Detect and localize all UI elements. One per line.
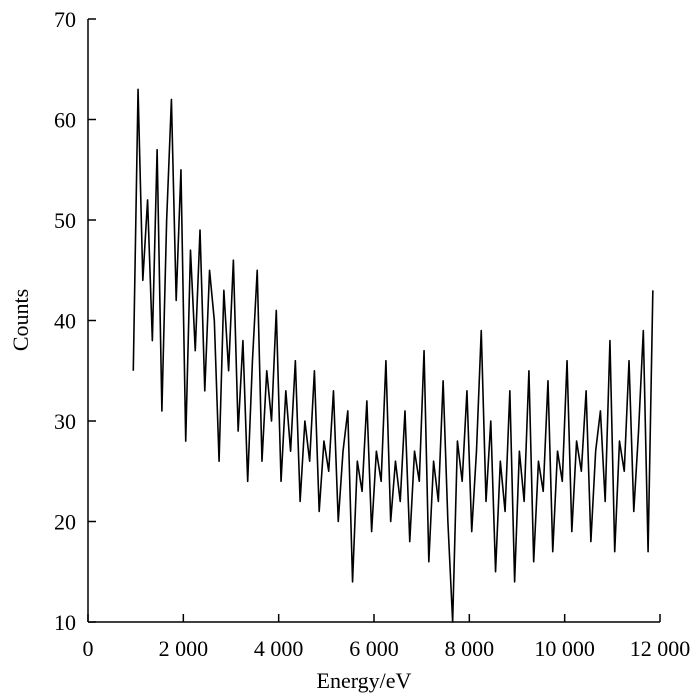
x-tick-label: 2 000	[159, 636, 209, 661]
x-tick-label: 10 000	[534, 636, 595, 661]
x-tick-label: 4 000	[254, 636, 304, 661]
y-tick-label: 10	[54, 610, 76, 635]
x-tick-label: 0	[83, 636, 94, 661]
x-tick-label: 12 000	[630, 636, 691, 661]
y-tick-label: 20	[54, 510, 76, 535]
y-axis-label: Counts	[8, 289, 33, 351]
x-tick-label: 6 000	[349, 636, 399, 661]
y-tick-label: 50	[54, 208, 76, 233]
x-axis-label: Energy/eV	[317, 668, 412, 693]
y-tick-label: 60	[54, 108, 76, 133]
y-tick-label: 70	[54, 7, 76, 32]
y-tick-label: 40	[54, 309, 76, 334]
y-tick-label: 30	[54, 409, 76, 434]
x-tick-label: 8 000	[445, 636, 495, 661]
data-line	[132, 88, 654, 623]
